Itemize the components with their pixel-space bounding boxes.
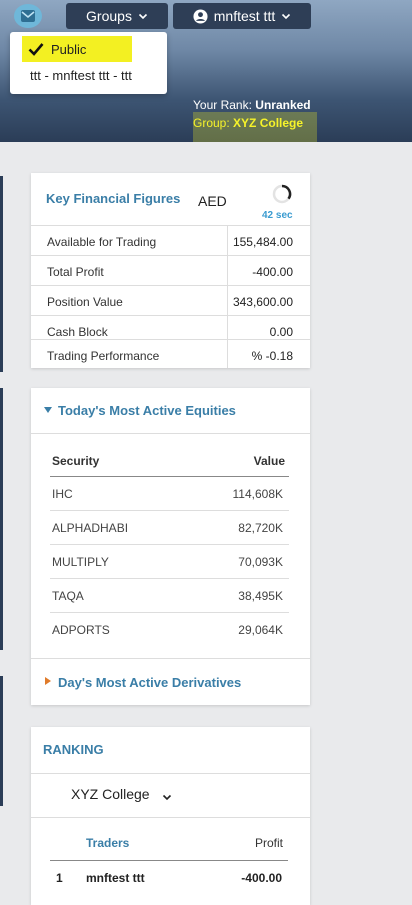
section-title: Today's Most Active Equities bbox=[58, 403, 236, 418]
table-row: ALPHADHABI 82,720K bbox=[50, 511, 289, 545]
groups-dropdown: Public ttt - mnftest ttt - ttt bbox=[10, 32, 167, 94]
side-panel-edge bbox=[0, 176, 3, 372]
column-header-security: Security bbox=[52, 454, 100, 468]
selected-group: XYZ College bbox=[71, 786, 150, 802]
groups-label: Groups bbox=[86, 8, 132, 24]
checkmark-icon bbox=[28, 43, 44, 56]
dropdown-item-label: Public bbox=[51, 42, 87, 57]
dropdown-item-ttt[interactable]: ttt - mnftest ttt - ttt bbox=[10, 68, 167, 88]
user-avatar-icon bbox=[193, 8, 208, 24]
ranking-row: 1 mnftest ttt -400.00 bbox=[56, 871, 282, 885]
card-title: Key Financial Figures bbox=[46, 191, 181, 206]
figure-row: Total Profit -400.00 bbox=[31, 255, 310, 285]
card-title: RANKING bbox=[43, 742, 104, 757]
active-equities-card: Today's Most Active Equities Security Va… bbox=[31, 388, 310, 705]
group-value: XYZ College bbox=[233, 116, 304, 130]
user-rank: Your Rank: Unranked bbox=[193, 98, 311, 112]
side-panel-edge bbox=[0, 388, 3, 650]
table-row: MULTIPLY 70,093K bbox=[50, 545, 289, 579]
key-financial-figures-card: Key Financial Figures AED 42 sec Availab… bbox=[31, 173, 310, 368]
currency-label: AED bbox=[198, 193, 227, 209]
column-header-profit: Profit bbox=[254, 836, 283, 850]
chevron-down-icon bbox=[282, 13, 291, 20]
refresh-countdown: 42 sec bbox=[262, 210, 293, 221]
dropdown-item-label: ttt - mnftest ttt - ttt bbox=[30, 68, 132, 83]
figure-row: Position Value 343,600.00 bbox=[31, 285, 310, 315]
triangle-down-icon bbox=[44, 407, 52, 413]
side-panel-edge bbox=[0, 676, 3, 806]
triangle-right-icon bbox=[45, 677, 51, 685]
column-header-traders: Traders bbox=[86, 836, 130, 850]
table-row: TAQA 38,495K bbox=[50, 579, 289, 613]
chevron-down-icon bbox=[162, 794, 172, 801]
groups-menu-button[interactable]: Groups bbox=[66, 3, 168, 29]
user-name: mnftest ttt bbox=[213, 8, 276, 24]
selection-highlight bbox=[22, 36, 132, 62]
ranking-card: RANKING XYZ College Traders Profit 1 mnf… bbox=[31, 727, 310, 905]
ranking-group-select[interactable]: XYZ College bbox=[31, 773, 310, 818]
header-divider bbox=[50, 476, 289, 477]
refresh-timer-icon bbox=[272, 184, 292, 204]
table-row: IHC 114,608K bbox=[50, 477, 289, 511]
section-title: Day's Most Active Derivatives bbox=[58, 675, 242, 690]
section-toggle-equities[interactable]: Today's Most Active Equities bbox=[31, 388, 310, 434]
chevron-down-icon bbox=[138, 13, 148, 20]
figure-row: Trading Performance % -0.18 bbox=[31, 339, 310, 368]
dropdown-item-public[interactable]: Public bbox=[10, 34, 167, 62]
current-group: Group: XYZ College bbox=[193, 116, 304, 130]
figure-row: Available for Trading 155,484.00 bbox=[31, 225, 310, 255]
app-header: Groups mnftest ttt Your Rank: Unranked G… bbox=[0, 0, 412, 142]
figure-row: Cash Block 0.00 bbox=[31, 315, 310, 345]
group-highlight bbox=[193, 112, 317, 142]
section-toggle-derivatives[interactable]: Day's Most Active Derivatives bbox=[31, 658, 310, 705]
rank-value: Unranked bbox=[255, 98, 311, 112]
column-header-value: Value bbox=[253, 454, 285, 468]
table-row: ADPORTS 29,064K bbox=[52, 623, 283, 637]
app-logo-icon[interactable] bbox=[14, 4, 42, 28]
user-menu-button[interactable]: mnftest ttt bbox=[173, 3, 311, 29]
header-divider bbox=[50, 860, 288, 861]
